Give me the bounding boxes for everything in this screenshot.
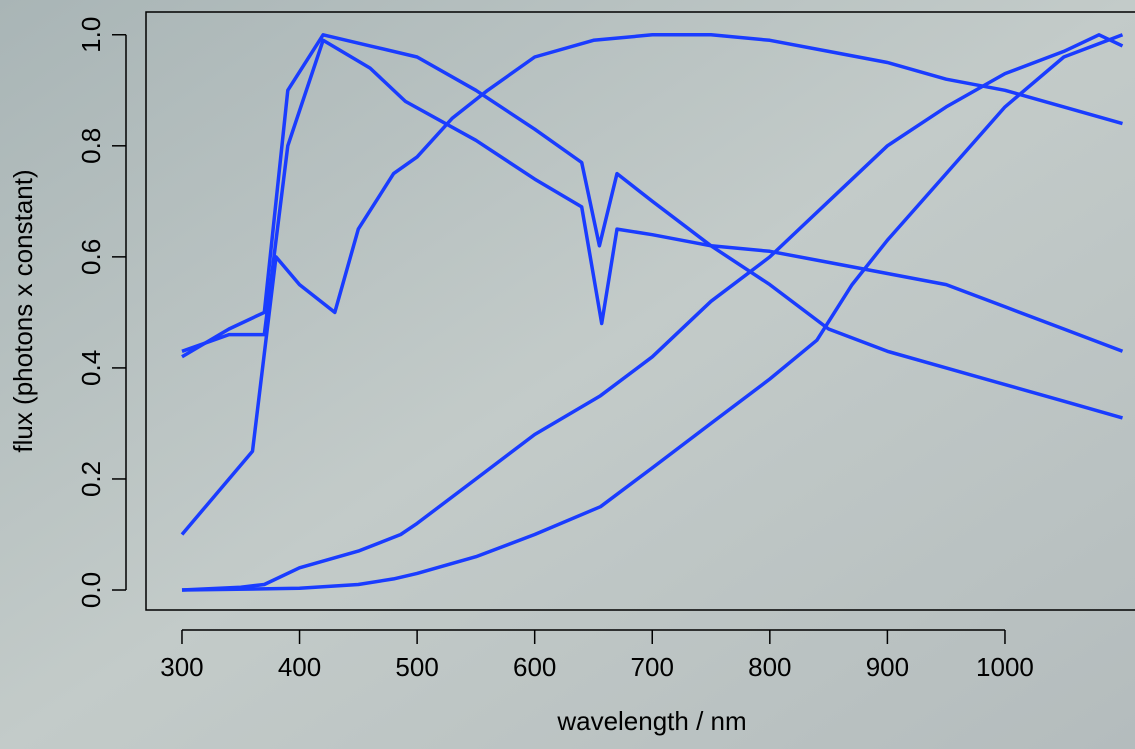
- plot-layer: [180, 33, 1124, 592]
- x-tick-label: 800: [748, 652, 791, 682]
- y-tick-label: 1.0: [76, 17, 106, 53]
- y-axis-label: flux (photons x constant): [8, 169, 38, 452]
- x-tick-label: 1000: [976, 652, 1034, 682]
- y-tick-label: 0.2: [76, 461, 106, 497]
- x-tick-label: 500: [395, 652, 438, 682]
- spectrum-line: [181, 33, 1123, 420]
- x-tick-label: 300: [160, 652, 203, 682]
- y-tick-label: 0.4: [76, 350, 106, 386]
- spectrum-line: [181, 33, 1124, 592]
- spectrum-line: [180, 33, 1123, 536]
- x-tick-label: 400: [278, 652, 321, 682]
- x-axis-label: wavelength / nm: [556, 706, 746, 736]
- plot-frame: [145, 11, 1135, 611]
- x-tick-label: 900: [866, 652, 909, 682]
- spectrum-line: [181, 38, 1124, 353]
- y-tick-label: 0.8: [76, 128, 106, 164]
- y-tick-label: 0.0: [76, 572, 106, 608]
- y-tick-label: 0.6: [76, 239, 106, 275]
- x-tick-label: 700: [631, 652, 674, 682]
- x-tick-label: 600: [513, 652, 556, 682]
- spectrum-line: [181, 33, 1124, 592]
